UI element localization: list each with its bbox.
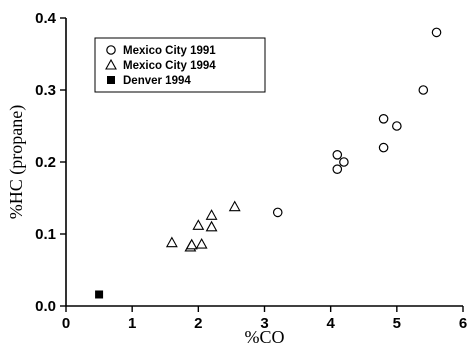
y-tick-label: 0.0: [35, 298, 56, 315]
data-point-series-2: [195, 237, 208, 249]
x-tick-label: 3: [260, 315, 268, 332]
data-point-series-1: [378, 142, 389, 153]
y-tick-label: 0.3: [35, 82, 56, 99]
legend-marker: [105, 58, 117, 70]
data-point-series-1: [332, 150, 343, 160]
legend-label: Mexico City 1994: [123, 60, 216, 72]
data-point-series-3: [95, 290, 104, 299]
data-point-series-2: [205, 209, 218, 220]
data-point-series-2: [185, 238, 198, 250]
legend-box: [94, 37, 266, 93]
data-point-series-1: [272, 207, 283, 218]
x-axis-title: %CO: [245, 327, 285, 345]
x-tick-label: 6: [459, 315, 467, 332]
data-point-series-1: [431, 27, 442, 38]
data-point-series-2: [165, 236, 178, 248]
data-point-series-1: [418, 85, 429, 95]
x-tick-label: 1: [128, 315, 136, 332]
data-point-series-1: [378, 114, 389, 124]
y-axis-title: %HC (propane): [6, 105, 27, 219]
data-points: [95, 27, 442, 299]
x-tick-label: 5: [393, 315, 401, 332]
data-point-series-2: [205, 220, 218, 232]
axis-ticks: 0 1 2 3 4 5 6 0.0 0.1 0.2 0.3 0.4: [35, 10, 467, 332]
y-tick-label: 0.1: [35, 226, 56, 243]
data-point-series-1: [332, 164, 343, 174]
x-tick-label: 2: [194, 315, 202, 332]
y-tick-label: 0.4: [35, 10, 57, 27]
legend-label: Mexico City 1991: [123, 45, 216, 57]
y-tick-label: 0.2: [35, 154, 56, 171]
data-point-series-1: [339, 157, 349, 167]
data-point-series-1: [392, 121, 402, 131]
legend-marker: [106, 45, 116, 55]
legend-marker: [107, 76, 115, 84]
data-point-series-2: [228, 200, 241, 212]
x-tick-label: 0: [62, 315, 70, 332]
legend-label: Denver 1994: [123, 75, 191, 87]
legend: Mexico City 1991 Mexico City 1994 Denver 1…: [94, 37, 266, 93]
x-tick-label: 4: [326, 315, 335, 332]
data-point-series-2: [192, 219, 205, 230]
